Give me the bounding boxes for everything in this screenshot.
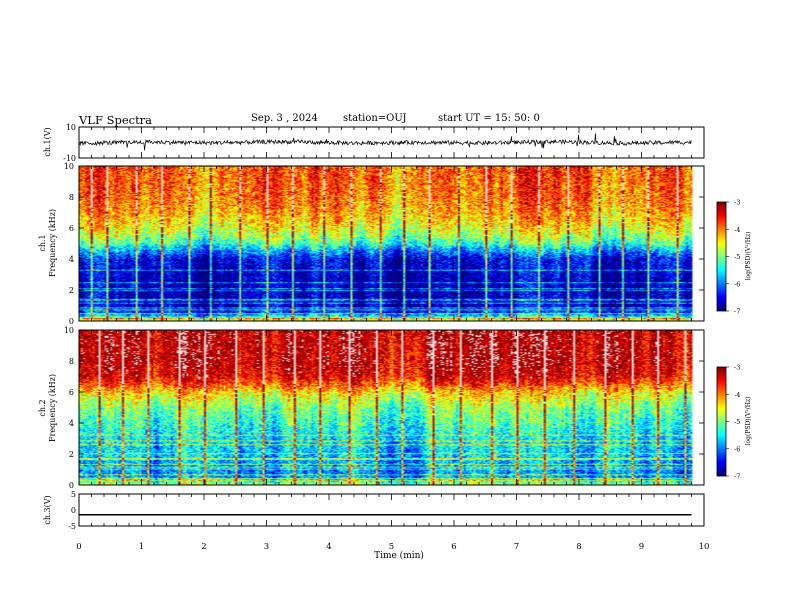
spectrogram-ch1-panel: 0 2 4 6 8 10 ch.1 Frequency (kHz) xyxy=(38,162,705,326)
colorbar-tick-label: -3 xyxy=(734,199,740,207)
time-tick-label: 4 xyxy=(326,542,331,552)
frequency-tick-label: 4 xyxy=(69,255,74,264)
ch2-spec-label-channel: ch.2 xyxy=(38,399,47,416)
time-tick-label: 8 xyxy=(576,542,581,552)
frequency-tick-label: 2 xyxy=(69,450,74,459)
time-tick-label: 2 xyxy=(201,542,206,552)
time-tick-label: 1 xyxy=(139,542,144,552)
frequency-tick-label: 0 xyxy=(69,481,74,490)
figure-title: VLF Spectra xyxy=(79,113,153,127)
time-axis: 0 1 2 3 4 5 6 7 8 9 10 xyxy=(76,127,709,552)
time-tick-label: 5 xyxy=(389,542,394,552)
station-label: station=OUJ xyxy=(343,113,407,124)
colorbar-tick-label: -6 xyxy=(734,280,740,288)
frequency-tick-label: 0 xyxy=(69,317,74,326)
colorbar-ch2: -3 -4 -5 -6 -7 log(PSD)(V²/Hz) xyxy=(716,364,752,481)
colorbar-tick-label: -5 xyxy=(734,253,740,261)
waveform-ch3-panel: 5 0 -5 ch.3(V) xyxy=(43,490,705,531)
colorbar-tick-label: -5 xyxy=(734,418,740,426)
ch1-spec-label-channel: ch.1 xyxy=(38,234,47,251)
ch3-ytick-top: 5 xyxy=(71,490,76,499)
ch3-ytick-bottom: -5 xyxy=(68,522,76,531)
colorbar-ch2-label: log(PSD)(V²/Hz) xyxy=(745,397,752,446)
date-label: Sep. 3 , 2024 xyxy=(251,113,318,124)
ch1-ytick-top: 10 xyxy=(66,123,76,132)
ch1-ytick-bottom: -10 xyxy=(63,154,76,163)
time-tick-label: 7 xyxy=(514,542,519,552)
colorbar-tick-label: -7 xyxy=(734,308,740,316)
ch1-waveform-trace xyxy=(79,133,692,151)
colorbar-ch1: -3 -4 -5 -6 -7 log(PSD)(V²/Hz) xyxy=(716,199,752,316)
time-axis-label: Time (min) xyxy=(374,550,424,561)
colorbar-tick-label: -4 xyxy=(734,226,740,234)
frequency-tick-label: 6 xyxy=(69,224,74,233)
start-ut-label: start UT = 15: 50: 0 xyxy=(438,113,540,124)
time-tick-label: 3 xyxy=(264,542,269,552)
colorbar-tick-label: -7 xyxy=(734,473,740,481)
frequency-tick-label: 4 xyxy=(69,419,74,428)
frequency-tick-label: 2 xyxy=(69,286,74,295)
ch1-ylabel: ch.1(V) xyxy=(43,127,52,156)
waveform-ch1-panel: 10 -10 ch.1(V) xyxy=(43,123,705,163)
frequency-tick-label: 6 xyxy=(69,388,74,397)
colorbar-tick-label: -3 xyxy=(734,364,740,372)
time-tick-label: 9 xyxy=(639,542,644,552)
frequency-tick-label: 8 xyxy=(69,357,74,366)
time-tick-label: 0 xyxy=(76,542,81,552)
colorbar-tick-label: -4 xyxy=(734,391,740,399)
time-tick-label: 10 xyxy=(699,542,710,552)
ch3-ytick-mid: 0 xyxy=(71,506,76,515)
ch2-spec-ylabel: Frequency (kHz) xyxy=(48,374,57,442)
ch3-ylabel: ch.3(V) xyxy=(43,495,52,524)
spectrogram-ch2-panel: 0 2 4 6 8 10 ch.2 Frequency (kHz) xyxy=(38,326,705,490)
colorbar-tick-label: -6 xyxy=(734,445,740,453)
frequency-tick-label: 10 xyxy=(64,326,74,335)
time-tick-label: 6 xyxy=(451,542,456,552)
frequency-tick-label: 10 xyxy=(64,162,74,171)
frequency-tick-label: 8 xyxy=(69,193,74,202)
ch1-spec-ylabel: Frequency (kHz) xyxy=(48,209,57,277)
colorbar-ch1-label: log(PSD)(V²/Hz) xyxy=(745,232,752,281)
